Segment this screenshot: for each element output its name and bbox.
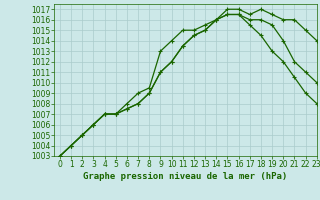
X-axis label: Graphe pression niveau de la mer (hPa): Graphe pression niveau de la mer (hPa) (84, 172, 288, 181)
